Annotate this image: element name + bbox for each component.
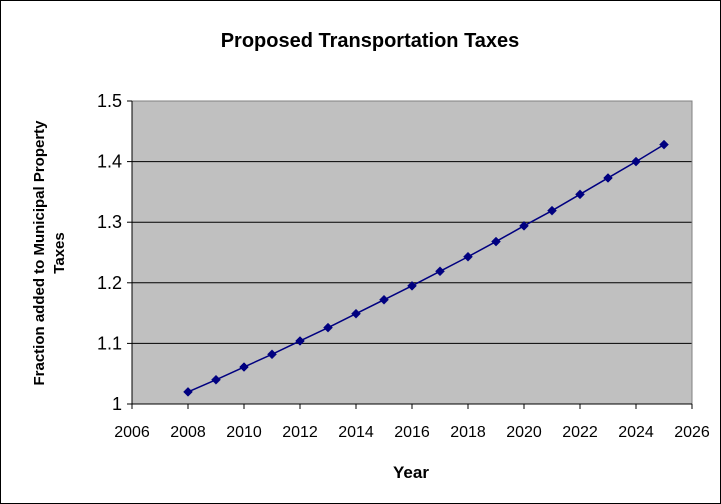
x-tick-label-3: 2012 — [282, 424, 318, 441]
x-tick-label-2: 2010 — [226, 424, 262, 441]
series-0-point-13 — [547, 205, 557, 216]
x-tick-label-1: 2008 — [170, 424, 206, 441]
y-tick-label-5: 1.5 — [97, 91, 122, 111]
series-0-point-3 — [267, 349, 277, 360]
x-tick-label-8: 2022 — [562, 424, 598, 441]
x-tick-label-5: 2016 — [394, 424, 430, 441]
y-tick-label-2: 1.2 — [97, 273, 122, 293]
series-0-line — [187, 143, 665, 393]
series-0-point-7 — [379, 294, 389, 305]
y-axis-title-line-1: Fraction added to Municipal Property — [31, 120, 48, 386]
x-tick-label-4: 2014 — [338, 424, 374, 441]
series-0-point-10 — [463, 251, 473, 262]
series-0-point-9 — [435, 266, 445, 277]
x-axis-title: Year — [393, 463, 429, 482]
chart-title: Proposed Transportation Taxes — [221, 30, 520, 52]
series-0-point-5 — [323, 322, 333, 333]
series-0-point-16 — [631, 156, 641, 167]
y-tick-label-4: 1.4 — [97, 152, 122, 172]
y-axis-title: Fraction added to Municipal Property Tax… — [31, 120, 68, 386]
plot-area-background — [132, 101, 692, 404]
plot-layer: 1 1.1 1.2 1.3 1.4 1.5 2006 2008 2010 2012 2014 2016… — [97, 91, 710, 441]
series-0-point-2 — [239, 362, 249, 372]
series-0-point-14 — [575, 189, 585, 200]
x-tick-label-7: 2020 — [506, 424, 542, 441]
series-0-point-15 — [603, 173, 613, 183]
y-tick-label-0: 1 — [112, 394, 122, 414]
series-0-point-11 — [491, 236, 501, 247]
x-tick-label-0: 2006 — [114, 424, 150, 441]
series-0-point-0 — [183, 387, 193, 397]
y-tick-label-3: 1.3 — [97, 212, 122, 232]
series-0-point-4 — [295, 336, 305, 346]
x-tick-label-10: 2026 — [674, 424, 710, 441]
x-tick-label-9: 2024 — [618, 424, 654, 441]
series-0-point-6 — [351, 308, 361, 319]
x-tick-label-6: 2018 — [450, 424, 486, 441]
y-axis-title-line-2: Taxes — [51, 232, 68, 273]
series-0-point-1 — [211, 374, 221, 385]
series-0-point-8 — [407, 280, 417, 291]
y-tick-label-1: 1.1 — [97, 333, 122, 353]
series-0-point-12 — [519, 220, 529, 231]
series-0-point-17 — [659, 139, 669, 150]
